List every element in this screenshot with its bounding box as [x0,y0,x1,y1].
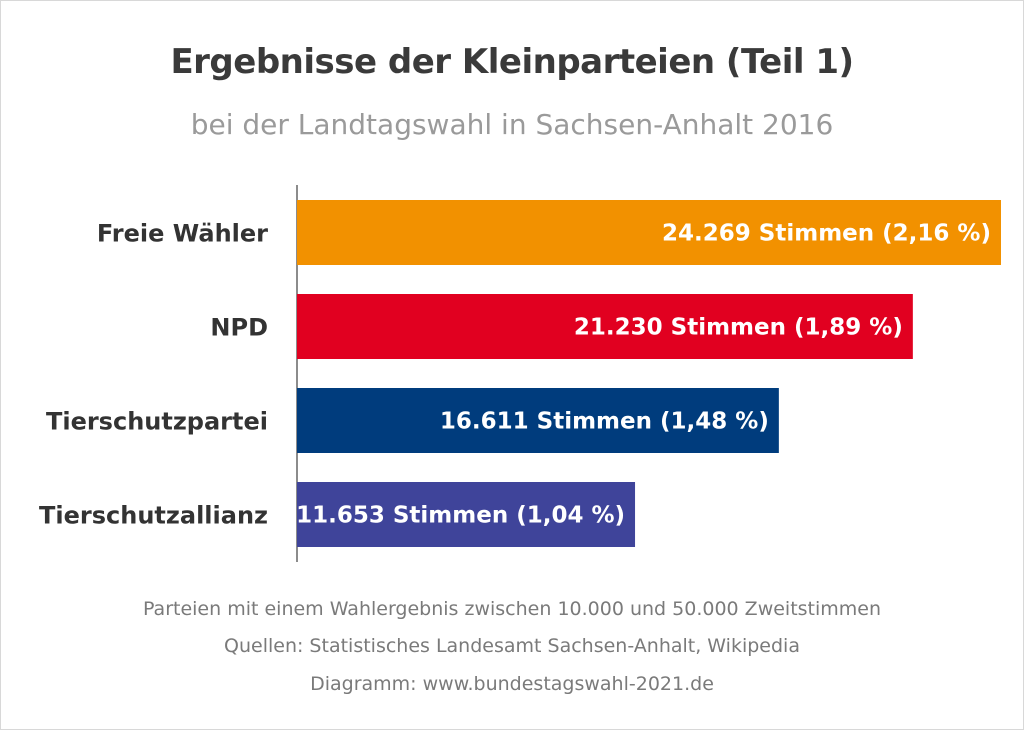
data-label: 11.653 Stimmen (1,04 %) [296,503,625,529]
data-label: 24.269 Stimmen (2,16 %) [662,221,991,247]
footer-sources: Quellen: Statistisches Landesamt Sachsen… [224,635,800,657]
chart-subtitle: bei der Landtagswahl in Sachsen-Anhalt 2… [190,108,834,141]
data-label: 16.611 Stimmen (1,48 %) [440,409,769,435]
category-label: Tierschutzallianz [39,502,268,530]
bar-2 [297,388,779,453]
bar-1 [297,294,913,359]
footer-credit: Diagramm: www.bundestagswahl-2021.de [310,673,714,695]
chart-title: Ergebnisse der Kleinparteien (Teil 1) [170,42,854,82]
footer-note: Parteien mit einem Wahlergebnis zwischen… [142,598,882,620]
bar-0 [297,200,1001,265]
category-label: NPD [210,314,268,342]
bar-3 [297,482,636,547]
category-label: Tierschutzpartei [46,408,268,436]
data-label: 21.230 Stimmen (1,89 %) [574,315,903,341]
category-label: Freie Wähler [97,220,268,248]
